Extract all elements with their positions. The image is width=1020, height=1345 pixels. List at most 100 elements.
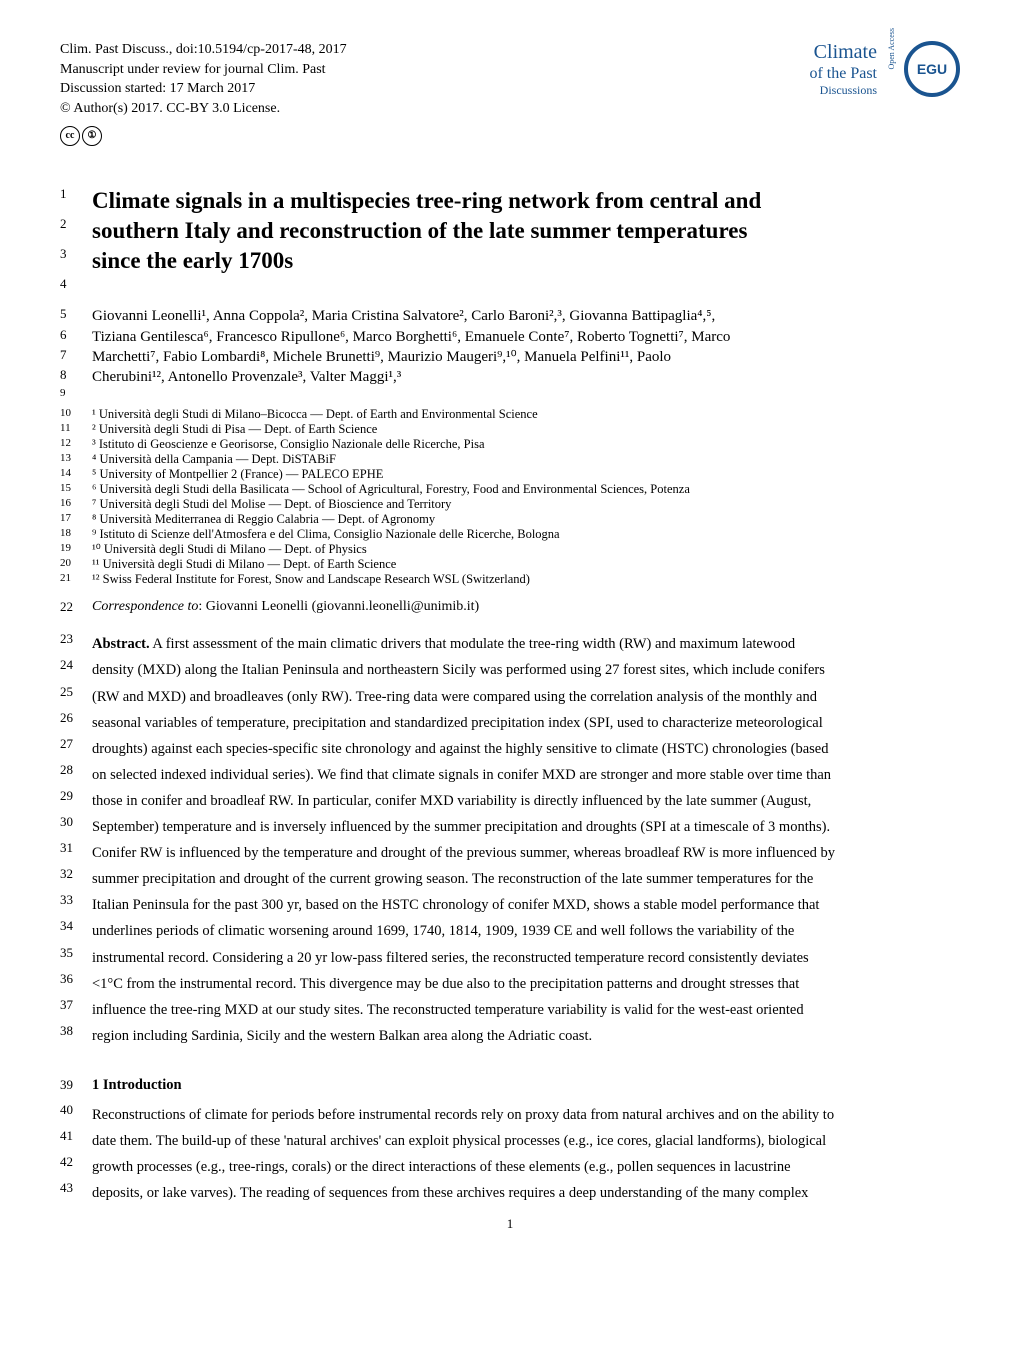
line-number: 12: [60, 437, 84, 449]
page-header: Clim. Past Discuss., doi:10.5194/cp-2017…: [60, 40, 960, 146]
line-number: 37: [60, 997, 84, 1013]
affiliation: ³ Istituto di Geoscienze e Georisorse, C…: [84, 437, 960, 452]
title-block: 1 Climate signals in a multispecies tree…: [60, 186, 960, 306]
line-number: 25: [60, 684, 84, 700]
paper-title-line: since the early 1700s: [84, 246, 960, 276]
abstract-line: region including Sardinia, Sicily and th…: [84, 1023, 960, 1049]
abstract-line: droughts) against each species-specific …: [84, 736, 960, 762]
abstract-line: seasonal variables of temperature, preci…: [84, 710, 960, 736]
abstract-line: <1°C from the instrumental record. This …: [84, 971, 960, 997]
line-number: 39: [60, 1077, 84, 1093]
abstract-line: density (MXD) along the Italian Peninsul…: [84, 657, 960, 683]
line-number: 32: [60, 866, 84, 882]
line-number: 31: [60, 840, 84, 856]
line-number: 14: [60, 467, 84, 479]
correspondence-line: Correspondence to: Giovanni Leonelli (gi…: [84, 599, 960, 615]
abstract-line: influence the tree-ring MXD at our study…: [84, 997, 960, 1023]
line-number: 19: [60, 542, 84, 554]
line-number: 10: [60, 407, 84, 419]
line-number: 22: [60, 599, 84, 615]
line-number: 7: [60, 347, 84, 363]
author-line: Marchetti⁷, Fabio Lombardi⁸, Michele Bru…: [84, 347, 960, 367]
affiliation: ⁵ University of Montpellier 2 (France) —…: [84, 467, 960, 482]
intro-block: 40 Reconstructions of climate for period…: [60, 1102, 960, 1206]
affiliations-block: 10 ¹ Università degli Studi di Milano–Bi…: [60, 407, 960, 587]
line-number: 29: [60, 788, 84, 804]
doi-line: Clim. Past Discuss., doi:10.5194/cp-2017…: [60, 40, 347, 60]
line-number: 20: [60, 557, 84, 569]
paper-title-line: southern Italy and reconstruction of the…: [84, 216, 960, 246]
affiliation: ⁴ Università della Campania — Dept. DiST…: [84, 452, 960, 467]
affiliation: ² Università degli Studi di Pisa — Dept.…: [84, 422, 960, 437]
abstract-line: September) temperature and is inversely …: [84, 814, 960, 840]
line-number: 28: [60, 762, 84, 778]
main-content: 1 Climate signals in a multispecies tree…: [60, 186, 960, 1232]
line-number: 9: [60, 387, 84, 399]
line-number: 1: [60, 186, 84, 202]
abstract-line: summer precipitation and drought of the …: [84, 866, 960, 892]
affiliation: ¹¹ Università degli Studi di Milano — De…: [84, 557, 960, 572]
authors-block: 5 Giovanni Leonelli¹, Anna Coppola², Mar…: [60, 306, 960, 407]
line-number: 42: [60, 1154, 84, 1170]
correspondence-label: Correspondence to: [92, 599, 198, 614]
line-number: 26: [60, 710, 84, 726]
header-metadata: Clim. Past Discuss., doi:10.5194/cp-2017…: [60, 40, 347, 146]
abstract-line: on selected indexed individual series). …: [84, 762, 960, 788]
line-number: 13: [60, 452, 84, 464]
line-number: 5: [60, 306, 84, 322]
line-number: 6: [60, 327, 84, 343]
abstract-line: Italian Peninsula for the past 300 yr, b…: [84, 892, 960, 918]
line-number: 8: [60, 367, 84, 383]
manuscript-line: Manuscript under review for journal Clim…: [60, 60, 347, 80]
journal-title-block: Climate of the Past Discussions: [809, 40, 877, 98]
intro-line: growth processes (e.g., tree-rings, cora…: [84, 1154, 960, 1180]
line-number: 34: [60, 918, 84, 934]
correspondence-text: : Giovanni Leonelli (giovanni.leonelli@u…: [198, 599, 479, 614]
abstract-heading: Abstract.: [92, 636, 150, 652]
line-number: 3: [60, 246, 84, 262]
abstract-line: (RW and MXD) and broadleaves (only RW). …: [84, 684, 960, 710]
abstract-line: underlines periods of climatic worsening…: [84, 918, 960, 944]
abstract-block: 23 Abstract. A first assessment of the m…: [60, 631, 960, 1049]
abstract-text: A first assessment of the main climatic …: [150, 636, 796, 652]
line-number: 16: [60, 497, 84, 509]
section-heading: 1 Introduction: [84, 1077, 960, 1094]
affiliation: ⁷ Università degli Studi del Molise — De…: [84, 497, 960, 512]
line-number: 40: [60, 1102, 84, 1118]
affiliation: ⁹ Istituto di Scienze dell'Atmosfera e d…: [84, 527, 960, 542]
line-number: 33: [60, 892, 84, 908]
journal-discussions: Discussions: [809, 83, 877, 97]
abstract-line: instrumental record. Considering a 20 yr…: [84, 945, 960, 971]
line-number: 23: [60, 631, 84, 647]
line-number: 18: [60, 527, 84, 539]
line-number: 41: [60, 1128, 84, 1144]
line-number: 4: [60, 276, 84, 292]
cc-icons: cc ①: [60, 126, 347, 146]
cc-by-icon: ①: [82, 126, 102, 146]
line-number: 17: [60, 512, 84, 524]
page-number: 1: [60, 1216, 960, 1232]
affiliation: ¹ Università degli Studi di Milano–Bicoc…: [84, 407, 960, 422]
author-line: Cherubini¹², Antonello Provenzale³, Valt…: [84, 367, 960, 387]
journal-subtitle: of the Past: [809, 64, 877, 83]
line-number: 15: [60, 482, 84, 494]
line-number: 27: [60, 736, 84, 752]
discussion-date: Discussion started: 17 March 2017: [60, 79, 347, 99]
egu-logo-icon: EGU: [904, 41, 960, 97]
cc-icon: cc: [60, 126, 80, 146]
abstract-line: Conifer RW is influenced by the temperat…: [84, 840, 960, 866]
line-number: 24: [60, 657, 84, 673]
line-number: 21: [60, 572, 84, 584]
paper-title-line: Climate signals in a multispecies tree-r…: [84, 186, 960, 216]
line-number: 43: [60, 1180, 84, 1196]
open-access-label: Open Access: [887, 28, 896, 70]
author-line: Tiziana Gentilesca⁶, Francesco Ripullone…: [84, 327, 960, 347]
affiliation: ¹² Swiss Federal Institute for Forest, S…: [84, 572, 960, 587]
abstract-line: Abstract. A first assessment of the main…: [84, 631, 960, 657]
line-number: 30: [60, 814, 84, 830]
journal-logo: Climate of the Past Discussions Open Acc…: [809, 40, 960, 98]
intro-line: deposits, or lake varves). The reading o…: [84, 1180, 960, 1206]
intro-line: Reconstructions of climate for periods b…: [84, 1102, 960, 1128]
line-number: 2: [60, 216, 84, 232]
license-line: © Author(s) 2017. CC-BY 3.0 License.: [60, 99, 347, 119]
